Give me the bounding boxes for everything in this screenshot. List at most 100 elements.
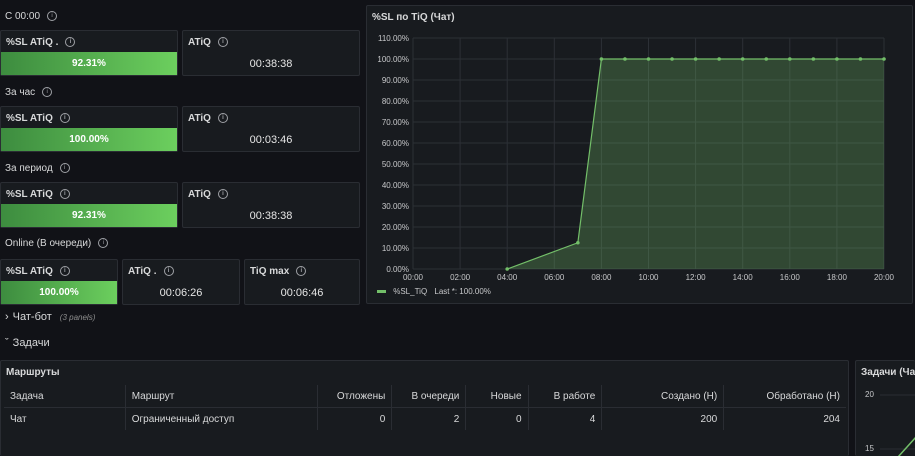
y-tick-label: 60.00%	[382, 139, 409, 148]
sl-gauge-bar: 100.00%	[1, 281, 117, 304]
info-icon[interactable]: i	[217, 113, 228, 124]
y-tick-label: 80.00%	[382, 97, 409, 106]
x-tick-label: 04:00	[497, 273, 518, 282]
table-cell: Чат	[4, 407, 126, 430]
row-panel-count: (3 panels)	[59, 313, 96, 322]
column-header[interactable]: Обработано (Н)	[723, 385, 846, 408]
row-chatbot[interactable]: › Чат-бот (3 panels)	[5, 311, 96, 323]
info-icon[interactable]: i	[59, 113, 70, 124]
info-icon[interactable]: i	[217, 37, 228, 48]
y-tick-label: 70.00%	[382, 118, 409, 127]
section-title-online: Online (В очереди) i	[5, 238, 109, 249]
info-icon[interactable]: i	[163, 266, 174, 277]
atiq-value: 00:03:46	[249, 134, 293, 146]
y-tick-label: 100.00%	[377, 55, 409, 64]
chevron-right-icon: ›	[5, 311, 9, 323]
column-header[interactable]: Маршрут	[124, 385, 318, 408]
column-header[interactable]: В работе	[527, 385, 602, 408]
panel-title: ATiQ .i	[128, 266, 174, 277]
panel-title: ATiQ i	[188, 37, 228, 48]
info-icon[interactable]: i	[217, 189, 228, 200]
x-tick-label: 00:00	[403, 273, 424, 282]
y-tick-label: 20	[865, 390, 874, 399]
routes-panel[interactable]: Маршруты Задача Маршрут Отложены В очере…	[0, 360, 849, 456]
data-point	[576, 240, 580, 245]
column-header[interactable]: Задача	[10, 390, 44, 402]
atiq-panel-1[interactable]: ATiQ i 00:38:38	[182, 30, 360, 76]
routes-title: Маршруты	[6, 367, 60, 378]
sl-atiq-panel-online[interactable]: %SL ATiQ i 100.00%	[0, 259, 118, 305]
data-point	[882, 57, 886, 61]
x-tick-label: 06:00	[544, 273, 565, 282]
panel-title: %SL ATiQ i	[6, 189, 70, 200]
y-tick-label: 30.00%	[382, 202, 409, 211]
data-point	[599, 57, 604, 61]
table-cell: 0	[465, 407, 529, 430]
x-tick-label: 12:00	[686, 273, 707, 282]
info-icon[interactable]: i	[47, 11, 58, 22]
x-tick-label: 10:00	[638, 273, 659, 282]
atiq-value: 00:06:26	[159, 287, 203, 299]
column-header[interactable]: В очереди	[391, 385, 466, 408]
tiq-max-panel[interactable]: TiQ max i 00:06:46	[244, 259, 360, 305]
section-title-per-period: За период i	[5, 163, 70, 174]
table-cell: 4	[527, 407, 602, 430]
table-cell: Ограниченный доступ	[124, 407, 318, 430]
tasks-title: Задачи (Чат	[861, 367, 915, 378]
table-cell: 204	[723, 407, 846, 430]
section-title-since-midnight: С 00:00 i	[5, 11, 58, 22]
y-tick-label: 15	[865, 444, 874, 453]
info-icon[interactable]: i	[296, 266, 307, 277]
routes-table: Задача Маршрут Отложены В очереди Новые …	[4, 385, 846, 430]
table-row[interactable]: Чат Ограниченный доступ 0 2 0 4 200 204	[4, 407, 846, 430]
x-tick-label: 16:00	[780, 273, 801, 282]
info-icon[interactable]: i	[59, 163, 70, 174]
legend-last-value: Last *: 100.00%	[434, 287, 491, 296]
graph-legend[interactable]: %SL_TiQ Last *: 100.00%	[377, 287, 491, 296]
table-cell: 200	[601, 407, 724, 430]
y-tick-label: 50.00%	[382, 160, 409, 169]
data-point	[835, 57, 839, 61]
sl-tiq-graph-panel[interactable]: %SL по TiQ (Чат) 0.00% 10.00% 20.00% 30.00%…	[366, 5, 913, 304]
sl-atiq-panel-2[interactable]: %SL ATiQ i 100.00%	[0, 106, 178, 152]
sl-atiq-panel-3[interactable]: %SL ATiQ i 92.31%	[0, 182, 178, 228]
x-tick-label: 02:00	[450, 273, 471, 282]
data-point	[693, 57, 698, 61]
sl-tiq-chart: 0.00% 10.00% 20.00% 30.00% 40.00% 50.00% 60.00…	[377, 34, 895, 282]
x-tick-label: 20:00	[874, 273, 895, 282]
panel-title: %SL ATiQ i	[6, 113, 70, 124]
y-tick-label: 110.00%	[378, 34, 409, 43]
row-tasks[interactable]: ˇ Задачи	[5, 337, 50, 349]
x-tick-label: 14:00	[733, 273, 754, 282]
legend-series-name: %SL_TiQ	[393, 287, 428, 296]
atiq-panel-3[interactable]: ATiQ i 00:38:38	[182, 182, 360, 228]
info-icon[interactable]: i	[65, 37, 76, 48]
atiq-panel-2[interactable]: ATiQ i 00:03:46	[182, 106, 360, 152]
panel-title: ATiQ i	[188, 113, 228, 124]
data-point	[788, 57, 792, 61]
column-header[interactable]: Создано (Н)	[601, 385, 724, 408]
column-header[interactable]: Новые	[465, 385, 529, 408]
atiq-value: 00:38:38	[249, 210, 293, 222]
y-tick-label: 20.00%	[382, 223, 409, 232]
sl-atiq-panel-1[interactable]: %SL ATiQ .i 92.31%	[0, 30, 178, 76]
data-point	[811, 57, 816, 61]
panel-title: TiQ max i	[250, 266, 307, 277]
x-tick-label: 18:00	[827, 273, 848, 282]
tasks-chat-panel[interactable]: Задачи (Чат 20 15	[855, 360, 915, 456]
info-icon[interactable]: i	[98, 238, 109, 249]
atiq-panel-online[interactable]: ATiQ .i 00:06:26	[122, 259, 240, 305]
y-tick-label: 90.00%	[382, 76, 409, 85]
section-title-per-hour: За час i	[5, 87, 53, 98]
data-point	[740, 57, 745, 61]
info-icon[interactable]: i	[42, 87, 53, 98]
info-icon[interactable]: i	[59, 266, 70, 277]
data-point	[858, 57, 863, 61]
tasks-mini-chart	[880, 394, 915, 456]
info-icon[interactable]: i	[59, 189, 70, 200]
data-point	[670, 57, 674, 61]
sl-gauge-bar: 92.31%	[1, 52, 177, 75]
data-point	[764, 57, 769, 61]
sl-gauge-bar: 100.00%	[1, 128, 177, 151]
column-header[interactable]: Отложены	[316, 385, 392, 408]
